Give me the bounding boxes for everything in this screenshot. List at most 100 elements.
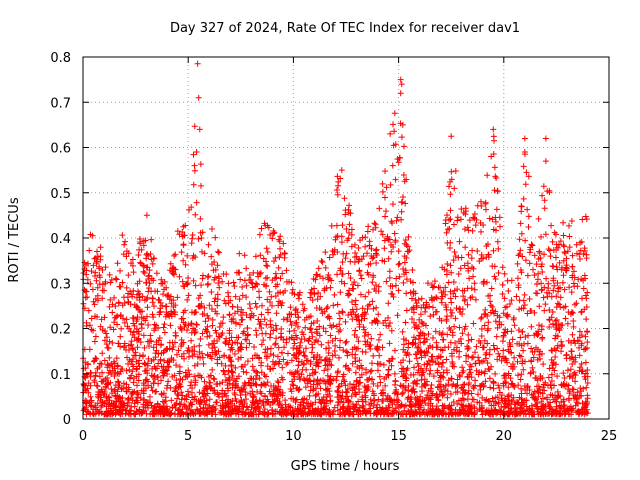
data-point bbox=[123, 284, 130, 291]
data-point bbox=[465, 227, 472, 234]
data-point bbox=[295, 362, 302, 369]
data-point bbox=[524, 390, 531, 397]
x-tick-label: 20 bbox=[496, 429, 513, 444]
data-point bbox=[294, 323, 301, 330]
data-point bbox=[277, 275, 284, 282]
data-point bbox=[542, 231, 549, 238]
data-point bbox=[107, 279, 114, 286]
data-point bbox=[356, 357, 363, 364]
data-point bbox=[239, 292, 246, 299]
data-point bbox=[379, 344, 386, 351]
data-point bbox=[121, 241, 128, 248]
data-point bbox=[494, 394, 501, 401]
data-point bbox=[351, 279, 358, 286]
data-point bbox=[174, 228, 181, 235]
data-point bbox=[468, 255, 475, 262]
data-point bbox=[489, 303, 496, 310]
data-point bbox=[323, 305, 330, 312]
data-point bbox=[495, 350, 502, 357]
data-point bbox=[173, 377, 180, 384]
data-point bbox=[396, 260, 403, 267]
data-point bbox=[90, 358, 97, 365]
data-point bbox=[321, 367, 328, 374]
data-point bbox=[399, 198, 406, 205]
data-point bbox=[372, 221, 379, 228]
data-point bbox=[221, 371, 228, 378]
data-point bbox=[542, 158, 549, 165]
data-point bbox=[198, 234, 205, 241]
data-point bbox=[284, 359, 291, 366]
data-point bbox=[135, 252, 142, 259]
data-point bbox=[482, 206, 489, 213]
data-point bbox=[273, 386, 280, 393]
data-point bbox=[213, 399, 220, 406]
data-point bbox=[347, 275, 354, 282]
data-point bbox=[392, 176, 399, 183]
data-point bbox=[309, 333, 316, 340]
data-point bbox=[197, 161, 204, 168]
data-point bbox=[457, 265, 464, 272]
data-point bbox=[446, 245, 453, 252]
data-point bbox=[456, 324, 463, 331]
data-point bbox=[141, 360, 148, 367]
data-point bbox=[499, 264, 506, 271]
data-point bbox=[539, 335, 546, 342]
data-point bbox=[222, 300, 229, 307]
data-point bbox=[94, 314, 101, 321]
data-point bbox=[508, 297, 515, 304]
data-point bbox=[328, 277, 335, 284]
data-point bbox=[439, 347, 446, 354]
data-point bbox=[386, 340, 393, 347]
data-point bbox=[497, 223, 504, 230]
data-point bbox=[109, 301, 116, 308]
data-point bbox=[205, 241, 212, 248]
data-point bbox=[237, 392, 244, 399]
data-point bbox=[195, 94, 202, 101]
data-point bbox=[270, 258, 277, 265]
data-point bbox=[130, 379, 137, 386]
data-point bbox=[122, 238, 129, 245]
data-point bbox=[231, 283, 238, 290]
data-point bbox=[338, 167, 345, 174]
data-point bbox=[150, 344, 157, 351]
data-point bbox=[374, 401, 381, 408]
data-point bbox=[231, 350, 238, 357]
data-point bbox=[253, 331, 260, 338]
data-point bbox=[171, 339, 178, 346]
data-point bbox=[274, 353, 281, 360]
data-point bbox=[99, 287, 106, 294]
data-point bbox=[493, 333, 500, 340]
data-point bbox=[314, 376, 321, 383]
data-point bbox=[386, 358, 393, 365]
data-point bbox=[149, 387, 156, 394]
data-point bbox=[116, 283, 123, 290]
data-point bbox=[87, 280, 94, 287]
data-point bbox=[197, 292, 204, 299]
data-point bbox=[326, 254, 333, 261]
data-point bbox=[477, 315, 484, 322]
data-point bbox=[121, 319, 128, 326]
data-point bbox=[437, 284, 444, 291]
data-point bbox=[551, 282, 558, 289]
data-point bbox=[449, 309, 456, 316]
data-point bbox=[80, 407, 87, 414]
data-point bbox=[517, 247, 524, 254]
x-tick-label: 0 bbox=[79, 429, 87, 444]
data-point bbox=[349, 351, 356, 358]
data-point bbox=[102, 264, 109, 271]
data-point bbox=[148, 236, 155, 243]
data-point bbox=[196, 342, 203, 349]
data-point bbox=[534, 276, 541, 283]
data-point bbox=[83, 322, 90, 329]
data-point bbox=[175, 392, 182, 399]
data-point bbox=[267, 345, 274, 352]
data-point bbox=[149, 260, 156, 267]
data-point bbox=[568, 348, 575, 355]
data-point bbox=[486, 215, 493, 222]
data-point bbox=[491, 273, 498, 280]
data-point bbox=[443, 367, 450, 374]
data-point bbox=[188, 321, 195, 328]
data-point bbox=[246, 340, 253, 347]
data-point bbox=[386, 236, 393, 243]
data-point bbox=[119, 385, 126, 392]
